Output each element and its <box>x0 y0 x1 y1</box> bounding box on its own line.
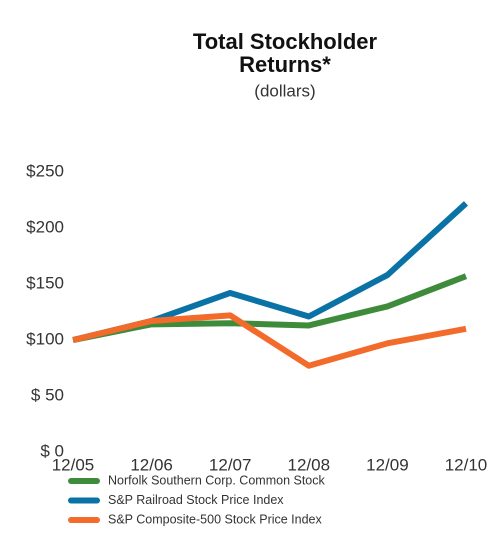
x-tick-label: 12/07 <box>209 455 252 474</box>
x-tick-label: 12/06 <box>130 455 173 474</box>
chart-title: Returns* <box>239 52 331 77</box>
chart-title: Total Stockholder <box>193 29 378 54</box>
chart-subtitle: (dollars) <box>254 81 315 100</box>
x-tick-label: 12/09 <box>366 455 409 474</box>
series-line <box>72 273 468 343</box>
y-tick-label: $100 <box>26 329 64 348</box>
y-tick-label: $250 <box>26 161 64 180</box>
y-tick-label: $ 50 <box>31 385 64 404</box>
y-tick-label: $200 <box>26 217 64 236</box>
series-line <box>72 201 469 343</box>
y-tick-label: $ 0 <box>40 441 64 460</box>
x-tick-label: 12/08 <box>288 455 331 474</box>
legend-label: S&P Composite-500 Stock Price Index <box>108 512 323 526</box>
legend-label: Norfolk Southern Corp. Common Stock <box>108 473 326 487</box>
series-line <box>72 312 467 369</box>
legend-label: S&P Railroad Stock Price Index <box>108 493 284 507</box>
y-tick-label: $150 <box>26 273 64 292</box>
x-tick-label: 12/05 <box>52 455 95 474</box>
x-tick-label: 12/10 <box>445 455 488 474</box>
